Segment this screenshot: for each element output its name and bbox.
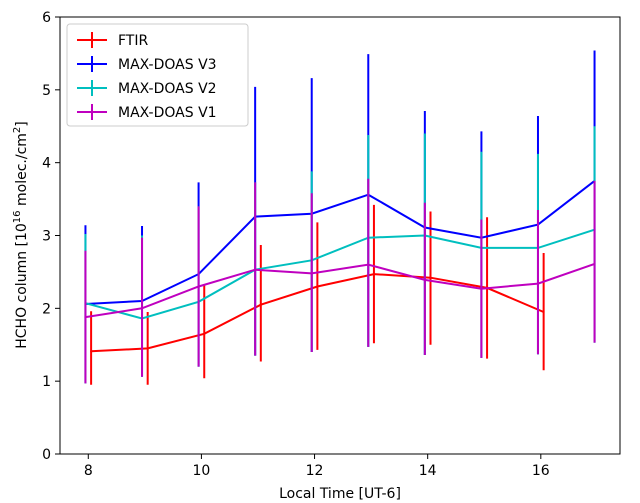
data-point [141, 307, 144, 310]
series-line [85, 262, 595, 319]
data-point [593, 262, 596, 265]
y-axis-label: HCHO column [1016 molec./cm2] [12, 121, 30, 349]
legend-item: MAX-DOAS V3 [77, 56, 217, 73]
y-axis-label-suffix: ] [14, 121, 30, 126]
legend-label: MAX-DOAS V2 [118, 81, 217, 97]
y-tick-label: 4 [42, 156, 51, 172]
series-line [85, 180, 596, 305]
legend-item: MAX-DOAS V2 [77, 80, 217, 97]
legend-label: FTIR [118, 33, 148, 49]
y-axis-label-middle: molec./cm [14, 133, 30, 210]
y-axis-label-exponent: 16 [12, 210, 23, 223]
data-point [367, 263, 370, 266]
data-point [423, 278, 426, 281]
y-axis-label-exponent-2: 2 [12, 127, 23, 133]
data-point [310, 272, 313, 275]
data-point [536, 282, 539, 285]
y-tick-label: 5 [42, 83, 51, 99]
data-point [480, 287, 483, 290]
y-tick-label: 0 [42, 447, 51, 463]
data-point [84, 316, 87, 319]
legend: FTIR MAX-DOAS V3 MAX-DOAS V2 MAX-DOAS V1 [66, 23, 249, 127]
data-point [90, 350, 93, 353]
x-tick-label: 14 [419, 463, 437, 479]
data-point [542, 310, 545, 313]
y-axis-label-prefix: HCHO column [10 [14, 223, 30, 349]
y-tick-label: 6 [42, 10, 51, 26]
series-ftir [90, 204, 545, 385]
y-tick-label: 2 [42, 301, 51, 317]
series-line [85, 228, 595, 320]
data-point [316, 285, 319, 288]
data-point [203, 332, 206, 335]
x-tick-label: 10 [193, 463, 211, 479]
legend-label: MAX-DOAS V3 [118, 57, 217, 73]
legend-label: MAX-DOAS V1 [118, 105, 217, 121]
x-tick-label: 8 [84, 463, 93, 479]
legend-item: FTIR [77, 32, 148, 49]
data-point [429, 276, 432, 279]
x-axis-label: Local Time [UT-6] [279, 486, 401, 502]
data-point [146, 347, 149, 350]
data-point [254, 268, 257, 271]
data-point [197, 285, 200, 288]
data-point [372, 273, 375, 276]
legend-box [66, 23, 249, 127]
y-tick-label: 1 [42, 374, 51, 390]
x-tick-label: 16 [532, 463, 550, 479]
y-tick-label: 3 [42, 229, 51, 245]
x-tick-label: 12 [306, 463, 324, 479]
data-point [259, 303, 262, 306]
series-max-doas-v1 [84, 178, 596, 384]
legend-item: MAX-DOAS V1 [77, 104, 217, 121]
